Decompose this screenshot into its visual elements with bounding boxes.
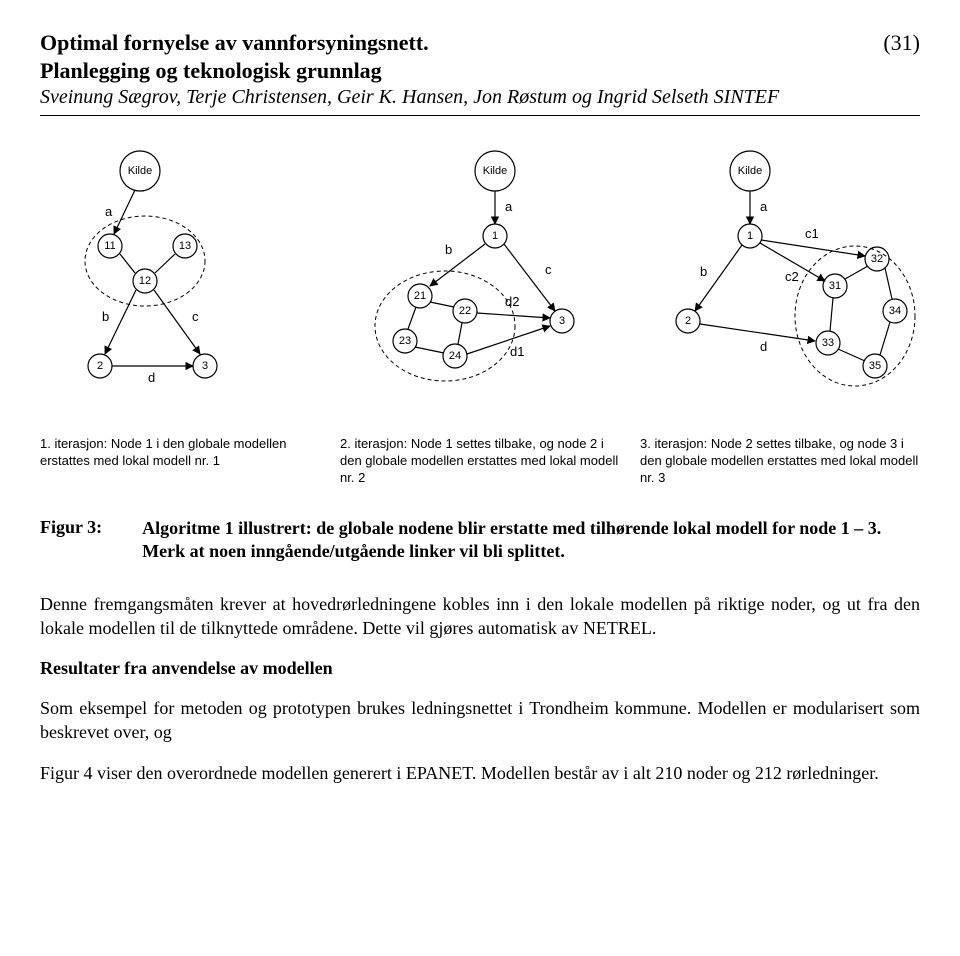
edge-b: b xyxy=(102,309,109,324)
node-3a: 3 xyxy=(202,360,208,372)
kilde-label: Kilde xyxy=(128,165,152,177)
diagram-2-svg: Kilde a 1 b c 21 22 23 24 xyxy=(340,146,620,406)
edge-c: c xyxy=(192,309,199,324)
body-para-1: Denne fremgangsmåten krever at hovedrørl… xyxy=(40,593,920,640)
node-31: 31 xyxy=(829,280,841,292)
edge-c1: c1 xyxy=(805,226,819,241)
diagram-row: Kilde a 11 12 13 b c 2 3 xyxy=(40,146,920,406)
edge-b3: b xyxy=(700,264,707,279)
kilde-label-3: Kilde xyxy=(738,165,762,177)
page-title: Optimal fornyelse av vannforsyningsnett. xyxy=(40,30,429,56)
body-para-3: Figur 4 viser den overordnede modellen g… xyxy=(40,762,920,785)
edge-b2: b xyxy=(445,242,452,257)
figure-caption: Figur 3: Algoritme 1 illustrert: de glob… xyxy=(40,517,920,564)
edge-d3: d xyxy=(760,339,767,354)
diagram-2: Kilde a 1 b c 21 22 23 24 xyxy=(340,146,620,406)
diagram-1-svg: Kilde a 11 12 13 b c 2 3 xyxy=(40,146,320,406)
edge-d2-lbl: d2 xyxy=(505,294,519,309)
figure-label: Figur 3: xyxy=(40,517,102,564)
node-24: 24 xyxy=(449,350,461,362)
caption-1: 1. iterasjon: Node 1 i den globale model… xyxy=(40,436,320,487)
node-33: 33 xyxy=(822,337,834,349)
node-2a: 2 xyxy=(97,360,103,372)
edge-a3: a xyxy=(760,199,768,214)
kilde-label-2: Kilde xyxy=(483,165,507,177)
diagram-3-svg: Kilde a 1 b c1 c2 2 d 31 xyxy=(640,146,920,406)
edge-d1-lbl: d1 xyxy=(510,344,524,359)
caption-3: 3. iterasjon: Node 2 settes tilbake, og … xyxy=(640,436,920,487)
node-11: 11 xyxy=(104,240,115,252)
node-35: 35 xyxy=(869,360,881,372)
node-1c: 1 xyxy=(747,230,753,242)
caption-2: 2. iterasjon: Node 1 settes tilbake, og … xyxy=(340,436,620,487)
node-32: 32 xyxy=(871,253,883,265)
section-heading: Resultater fra anvendelse av modellen xyxy=(40,658,920,679)
node-23: 23 xyxy=(399,335,411,347)
edge-c2: c xyxy=(545,262,552,277)
caption-row: 1. iterasjon: Node 1 i den globale model… xyxy=(40,436,920,487)
edge-a2: a xyxy=(505,199,513,214)
node-2c: 2 xyxy=(685,315,691,327)
edge-d: d xyxy=(148,370,155,385)
node-1b: 1 xyxy=(492,230,498,242)
node-13: 13 xyxy=(179,240,191,252)
page-subtitle: Planlegging og teknologisk grunnlag xyxy=(40,58,920,84)
page-number: (31) xyxy=(883,30,920,56)
node-12: 12 xyxy=(139,275,151,287)
figure-text: Algoritme 1 illustrert: de globale noden… xyxy=(142,517,920,564)
edge-c2-lbl: c2 xyxy=(785,269,799,284)
body-para-2: Som eksempel for metoden og prototypen b… xyxy=(40,697,920,744)
edge-a: a xyxy=(105,204,113,219)
header-separator xyxy=(40,115,920,116)
node-21: 21 xyxy=(414,290,426,302)
node-22: 22 xyxy=(459,305,471,317)
diagram-1: Kilde a 11 12 13 b c 2 3 xyxy=(40,146,320,406)
node-3b: 3 xyxy=(559,315,565,327)
page-authors: Sveinung Sægrov, Terje Christensen, Geir… xyxy=(40,86,920,109)
node-34: 34 xyxy=(889,305,901,317)
diagram-3: Kilde a 1 b c1 c2 2 d 31 xyxy=(640,146,920,406)
